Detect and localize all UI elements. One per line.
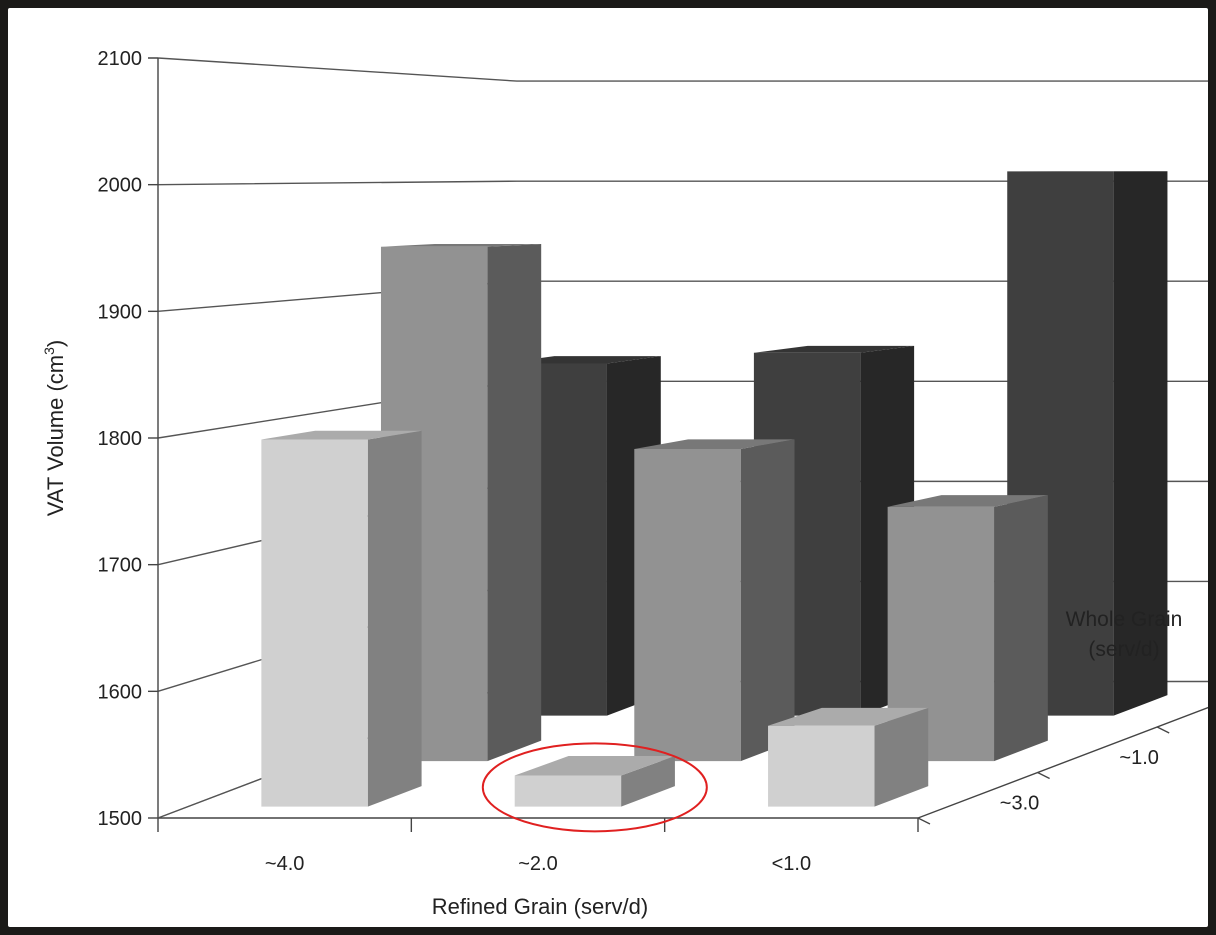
bar-side: [994, 495, 1048, 762]
y-tick-label: 1500: [98, 808, 143, 830]
chart: 1500 1600 1700 1800 1900 2000 2100 ~4.0 ~2.0 <1.0…: [41, 48, 1208, 919]
depth-tick-mark: [1037, 771, 1050, 780]
bar-top: [634, 439, 795, 450]
y-axis-label: VAT Volume (cm3): [41, 340, 68, 517]
bar-top: [261, 430, 422, 440]
chart-frame: 1500 1600 1700 1800 1900 2000 2100 ~4.0 ~2.0 <1.0…: [8, 8, 1208, 927]
bar-side: [367, 430, 422, 807]
labels: 1500 1600 1700 1800 1900 2000 2100 ~4.0 ~2.0 <1.0…: [98, 48, 1159, 875]
depth-axis-label-line2: (serv/d): [1088, 638, 1159, 661]
x-axis-label: Refined Grain (serv/d): [432, 894, 648, 919]
bar-side: [740, 439, 795, 762]
bar-top: [514, 756, 675, 776]
depth-axis-line: [917, 706, 1208, 819]
y-tick-label: 2100: [98, 48, 143, 70]
svg-text:VAT Volume (cm3): VAT Volume (cm3): [41, 340, 68, 517]
y-axis-label-sup: 3: [41, 347, 57, 355]
x-tick-label: ~4.0: [265, 853, 304, 875]
y-tick-label: 1600: [98, 681, 143, 703]
bar-front: [261, 439, 368, 807]
x-tick-label: <1.0: [772, 853, 811, 875]
depth-tick-mark: [1156, 726, 1170, 734]
gridline: [157, 57, 1208, 82]
depth-tick-label: ~3.0: [1000, 792, 1039, 814]
depth-axis-label-line1: Whole Grain: [1066, 608, 1183, 631]
bar-side: [874, 707, 929, 807]
bar-side: [1113, 171, 1168, 716]
y-axis-label-close: ): [43, 340, 68, 347]
highlight-ellipse: [481, 742, 708, 833]
y-tick-label: 1800: [98, 428, 143, 450]
bar-front: [514, 775, 622, 807]
bar-top: [768, 707, 929, 726]
bar-top: [887, 495, 1048, 507]
x-tick-label: ~2.0: [518, 853, 557, 875]
depth-tick-label: ~1.0: [1119, 747, 1158, 769]
depth-tick-mark: [917, 817, 931, 825]
bar-front: [768, 725, 875, 807]
bar-front: [887, 506, 995, 762]
y-axis-label-main: VAT Volume (cm: [43, 355, 68, 516]
y-tick-label: 1900: [98, 301, 143, 323]
bar-top: [380, 244, 542, 247]
bar-side: [621, 756, 675, 807]
bar-top: [753, 345, 915, 353]
bars: [261, 171, 1168, 833]
bar-front: [634, 449, 741, 762]
y-tick-label: 1700: [98, 555, 143, 577]
y-tick-label: 2000: [98, 175, 143, 197]
bar-side: [487, 244, 542, 762]
